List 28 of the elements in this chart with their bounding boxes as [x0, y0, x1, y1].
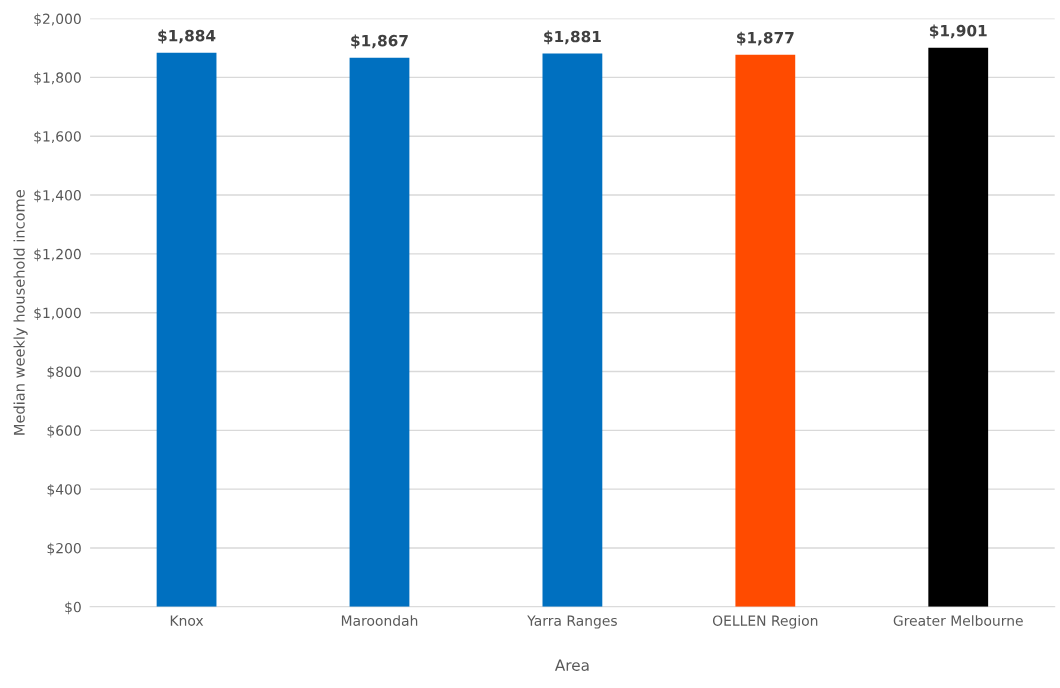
bar [542, 53, 603, 607]
bar [156, 52, 217, 607]
bar [928, 47, 989, 607]
data-label: $1,877 [737, 31, 794, 46]
y-tick-label: $2,000 [34, 13, 81, 26]
data-label: $1,881 [544, 30, 601, 45]
x-tick-label: Yarra Ranges [527, 615, 617, 629]
y-tick-label: $1,400 [34, 189, 81, 203]
y-axis-title: Median weekly household income [13, 190, 28, 435]
y-tick-label: $1,800 [34, 72, 81, 85]
data-label: $1,884 [158, 29, 216, 44]
y-tick-label: $1,600 [34, 130, 81, 144]
x-axis-title: Area [554, 659, 589, 671]
x-tick-label: OELLEN Region [712, 615, 818, 629]
x-tick-label: Maroondah [341, 615, 418, 626]
data-label: $1,901 [929, 24, 987, 39]
x-tick-label: Knox [170, 615, 204, 626]
y-tick-label: $800 [47, 366, 81, 379]
y-tick-label: $400 [47, 483, 81, 497]
y-tick-label: $1,200 [34, 248, 81, 262]
y-tick-label: $600 [47, 425, 81, 438]
y-tick-label: $1,000 [34, 307, 81, 321]
data-label: $1,867 [351, 34, 408, 49]
x-tick-label: Greater Melbourne [893, 615, 1023, 626]
y-tick-label: $200 [47, 542, 81, 556]
bar [735, 54, 796, 607]
y-tick-label: $0 [65, 601, 81, 615]
bar [349, 57, 410, 607]
